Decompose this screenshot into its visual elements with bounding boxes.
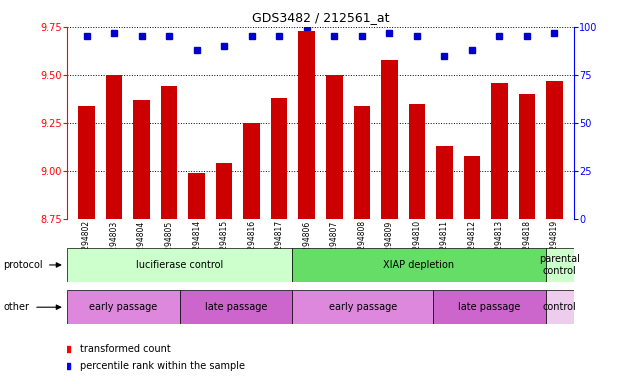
Bar xyxy=(354,106,370,219)
Bar xyxy=(188,173,205,219)
Text: early passage: early passage xyxy=(90,302,158,312)
Bar xyxy=(292,290,433,324)
Bar xyxy=(545,290,574,324)
Bar xyxy=(408,104,425,219)
Title: GDS3482 / 212561_at: GDS3482 / 212561_at xyxy=(252,11,389,24)
Bar xyxy=(271,98,287,219)
Bar xyxy=(519,94,535,219)
Bar xyxy=(216,163,233,219)
Text: late passage: late passage xyxy=(205,302,267,312)
Bar xyxy=(299,31,315,219)
Bar xyxy=(180,290,292,324)
Bar xyxy=(244,123,260,219)
Bar xyxy=(292,248,545,282)
Bar xyxy=(326,75,342,219)
Text: lucifierase control: lucifierase control xyxy=(136,260,224,270)
Text: control: control xyxy=(543,302,576,312)
Text: other: other xyxy=(3,302,29,312)
Bar xyxy=(545,248,574,282)
Bar xyxy=(546,81,563,219)
Bar xyxy=(161,86,178,219)
Bar xyxy=(433,290,545,324)
Bar xyxy=(78,106,95,219)
Text: early passage: early passage xyxy=(329,302,397,312)
Bar xyxy=(436,146,453,219)
Text: transformed count: transformed count xyxy=(80,344,171,354)
Bar xyxy=(106,75,122,219)
Text: parental
control: parental control xyxy=(539,254,580,276)
Bar xyxy=(67,248,292,282)
Text: protocol: protocol xyxy=(3,260,43,270)
Text: XIAP depletion: XIAP depletion xyxy=(383,260,454,270)
Bar xyxy=(463,156,480,219)
Bar xyxy=(133,100,150,219)
Text: percentile rank within the sample: percentile rank within the sample xyxy=(80,361,245,371)
Bar xyxy=(67,290,180,324)
Bar xyxy=(381,60,397,219)
Text: late passage: late passage xyxy=(458,302,520,312)
Bar xyxy=(491,83,508,219)
